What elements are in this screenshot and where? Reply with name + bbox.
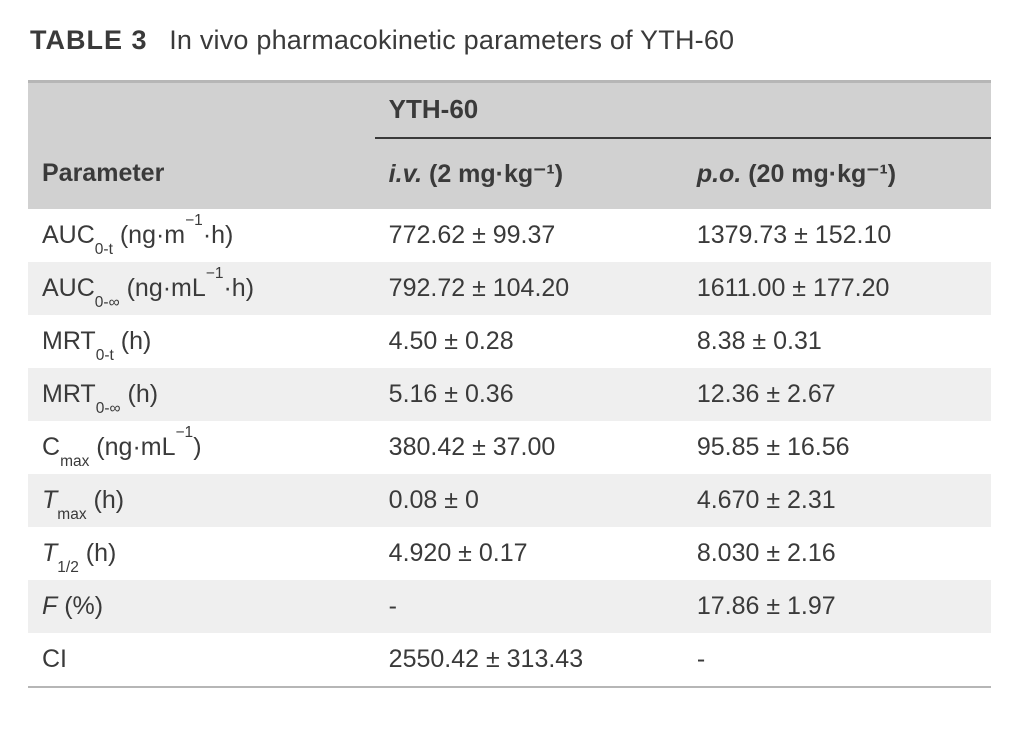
col-parameter: Parameter [28, 139, 375, 209]
param-cell: AUC0-∞ (ng·mL−1·h) [28, 262, 375, 315]
param-cell: MRT0-∞ (h) [28, 368, 375, 421]
table-row: MRT0-∞ (h)5.16 ± 0.3612.36 ± 2.67 [28, 368, 991, 421]
iv-cell: 772.62 ± 99.37 [375, 209, 683, 262]
table-title: In vivo pharmacokinetic parameters of YT… [169, 25, 734, 55]
table-row: Cmax (ng·mL−1)380.42 ± 37.0095.85 ± 16.5… [28, 421, 991, 474]
col-po: p.o. (20 mg·kg⁻¹) [683, 139, 991, 209]
iv-cell: 5.16 ± 0.36 [375, 368, 683, 421]
table-row: F (%)-17.86 ± 1.97 [28, 580, 991, 633]
iv-cell: 380.42 ± 37.00 [375, 421, 683, 474]
po-cell: 8.38 ± 0.31 [683, 315, 991, 368]
param-cell: T1/2 (h) [28, 527, 375, 580]
pk-table: YTH-60 Parameter i.v. (2 mg·kg⁻¹) p.o. (… [28, 80, 991, 688]
po-cell: 4.670 ± 2.31 [683, 474, 991, 527]
po-cell: 95.85 ± 16.56 [683, 421, 991, 474]
iv-cell: 4.50 ± 0.28 [375, 315, 683, 368]
iv-cell: 0.08 ± 0 [375, 474, 683, 527]
table-row: AUC0-∞ (ng·mL−1·h)792.72 ± 104.201611.00… [28, 262, 991, 315]
po-cell: 12.36 ± 2.67 [683, 368, 991, 421]
param-cell: MRT0-t (h) [28, 315, 375, 368]
po-cell: 1379.73 ± 152.10 [683, 209, 991, 262]
table-row: T1/2 (h)4.920 ± 0.178.030 ± 2.16 [28, 527, 991, 580]
po-cell: 1611.00 ± 177.20 [683, 262, 991, 315]
col-iv: i.v. (2 mg·kg⁻¹) [375, 139, 683, 209]
table-label: TABLE 3 [30, 25, 148, 55]
po-cell: - [683, 633, 991, 687]
pk-table-body: AUC0-t (ng·m−1·h)772.62 ± 99.371379.73 ±… [28, 209, 991, 687]
iv-cell: 2550.42 ± 313.43 [375, 633, 683, 687]
iv-cell: 792.72 ± 104.20 [375, 262, 683, 315]
param-cell: CI [28, 633, 375, 687]
param-cell: Cmax (ng·mL−1) [28, 421, 375, 474]
po-cell: 17.86 ± 1.97 [683, 580, 991, 633]
table-row: MRT0-t (h)4.50 ± 0.288.38 ± 0.31 [28, 315, 991, 368]
po-cell: 8.030 ± 2.16 [683, 527, 991, 580]
column-span-label: YTH-60 [375, 83, 991, 138]
iv-cell: - [375, 580, 683, 633]
table-caption: TABLE 3 In vivo pharmacokinetic paramete… [30, 24, 991, 58]
param-cell: AUC0-t (ng·m−1·h) [28, 209, 375, 262]
param-cell: Tmax (h) [28, 474, 375, 527]
iv-cell: 4.920 ± 0.17 [375, 527, 683, 580]
table-row: CI2550.42 ± 313.43- [28, 633, 991, 687]
param-cell: F (%) [28, 580, 375, 633]
table-row: AUC0-t (ng·m−1·h)772.62 ± 99.371379.73 ±… [28, 209, 991, 262]
table-row: Tmax (h)0.08 ± 04.670 ± 2.31 [28, 474, 991, 527]
